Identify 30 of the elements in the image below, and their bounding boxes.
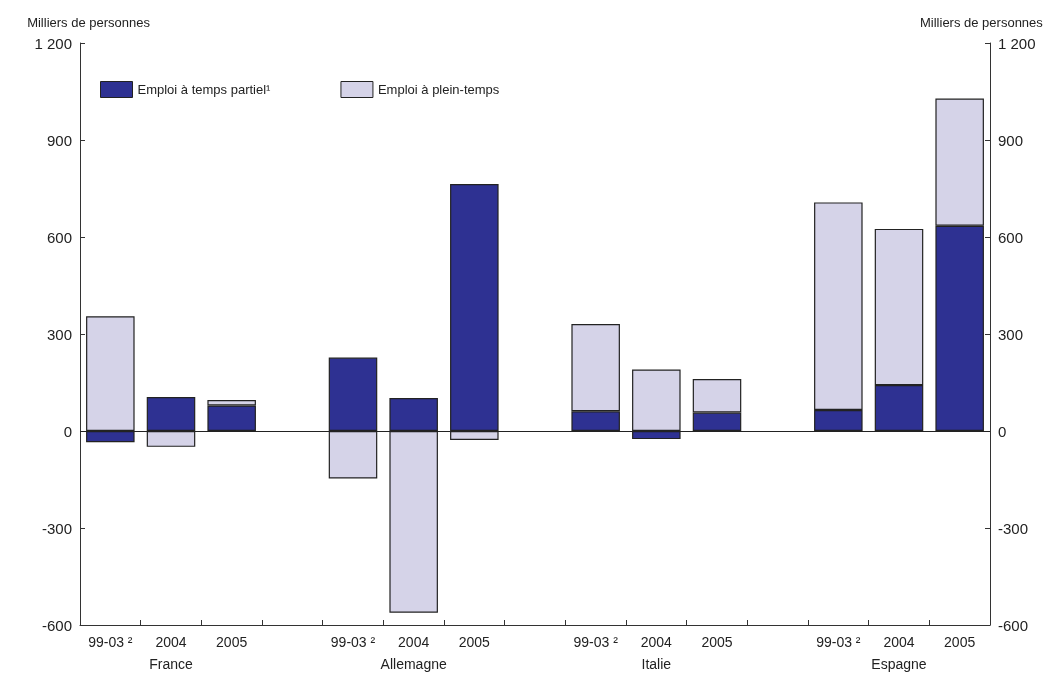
y-tick-label: -600 xyxy=(41,616,72,634)
legend-label: Emploi à plein-temps xyxy=(377,82,500,97)
x-tick-label: 2005 xyxy=(701,634,733,650)
y2-tick-label: 0 xyxy=(998,422,1007,440)
y-tick-label: 1 200 xyxy=(34,34,72,52)
y2-tick-label: -300 xyxy=(998,519,1029,537)
x-tick-label: 2004 Espagne xyxy=(871,634,927,672)
y-tick-label: 900 xyxy=(46,131,72,149)
x-tick-label: 2004 Italie xyxy=(640,634,673,672)
x-tick-label: 99-03 ² xyxy=(88,634,133,650)
x-tick-label: 99-03 ² xyxy=(330,634,376,650)
x-tick-label: 2004 Allemagne xyxy=(380,634,447,672)
legend-label: Emploi à temps partiel¹ xyxy=(137,82,272,97)
y-axis-title: Milliers de personnes xyxy=(27,15,151,30)
y2-tick-label: 600 xyxy=(998,228,1024,246)
x-tick-label: 2005 xyxy=(458,634,491,650)
y-tick-label: 300 xyxy=(46,325,72,343)
y2-tick-label: 900 xyxy=(998,131,1024,149)
x-tick-label: 2005 xyxy=(216,634,248,650)
x-tick-label: 2004 France xyxy=(149,634,193,672)
y-tick-label: 600 xyxy=(46,228,72,246)
y-tick-label: -300 xyxy=(41,519,72,537)
x-tick-label: 99-03 ² xyxy=(573,634,619,650)
x-tick-label: 2005 xyxy=(944,634,976,650)
y2-axis-title: Milliers de personnes xyxy=(920,15,1044,30)
y-tick-label: 0 xyxy=(63,422,72,440)
x-tick-label: 99-03 ² xyxy=(816,634,861,650)
y2-tick-label: 300 xyxy=(998,325,1024,343)
y2-tick-label: -600 xyxy=(998,616,1029,634)
y2-tick-label: 1 200 xyxy=(998,34,1036,52)
